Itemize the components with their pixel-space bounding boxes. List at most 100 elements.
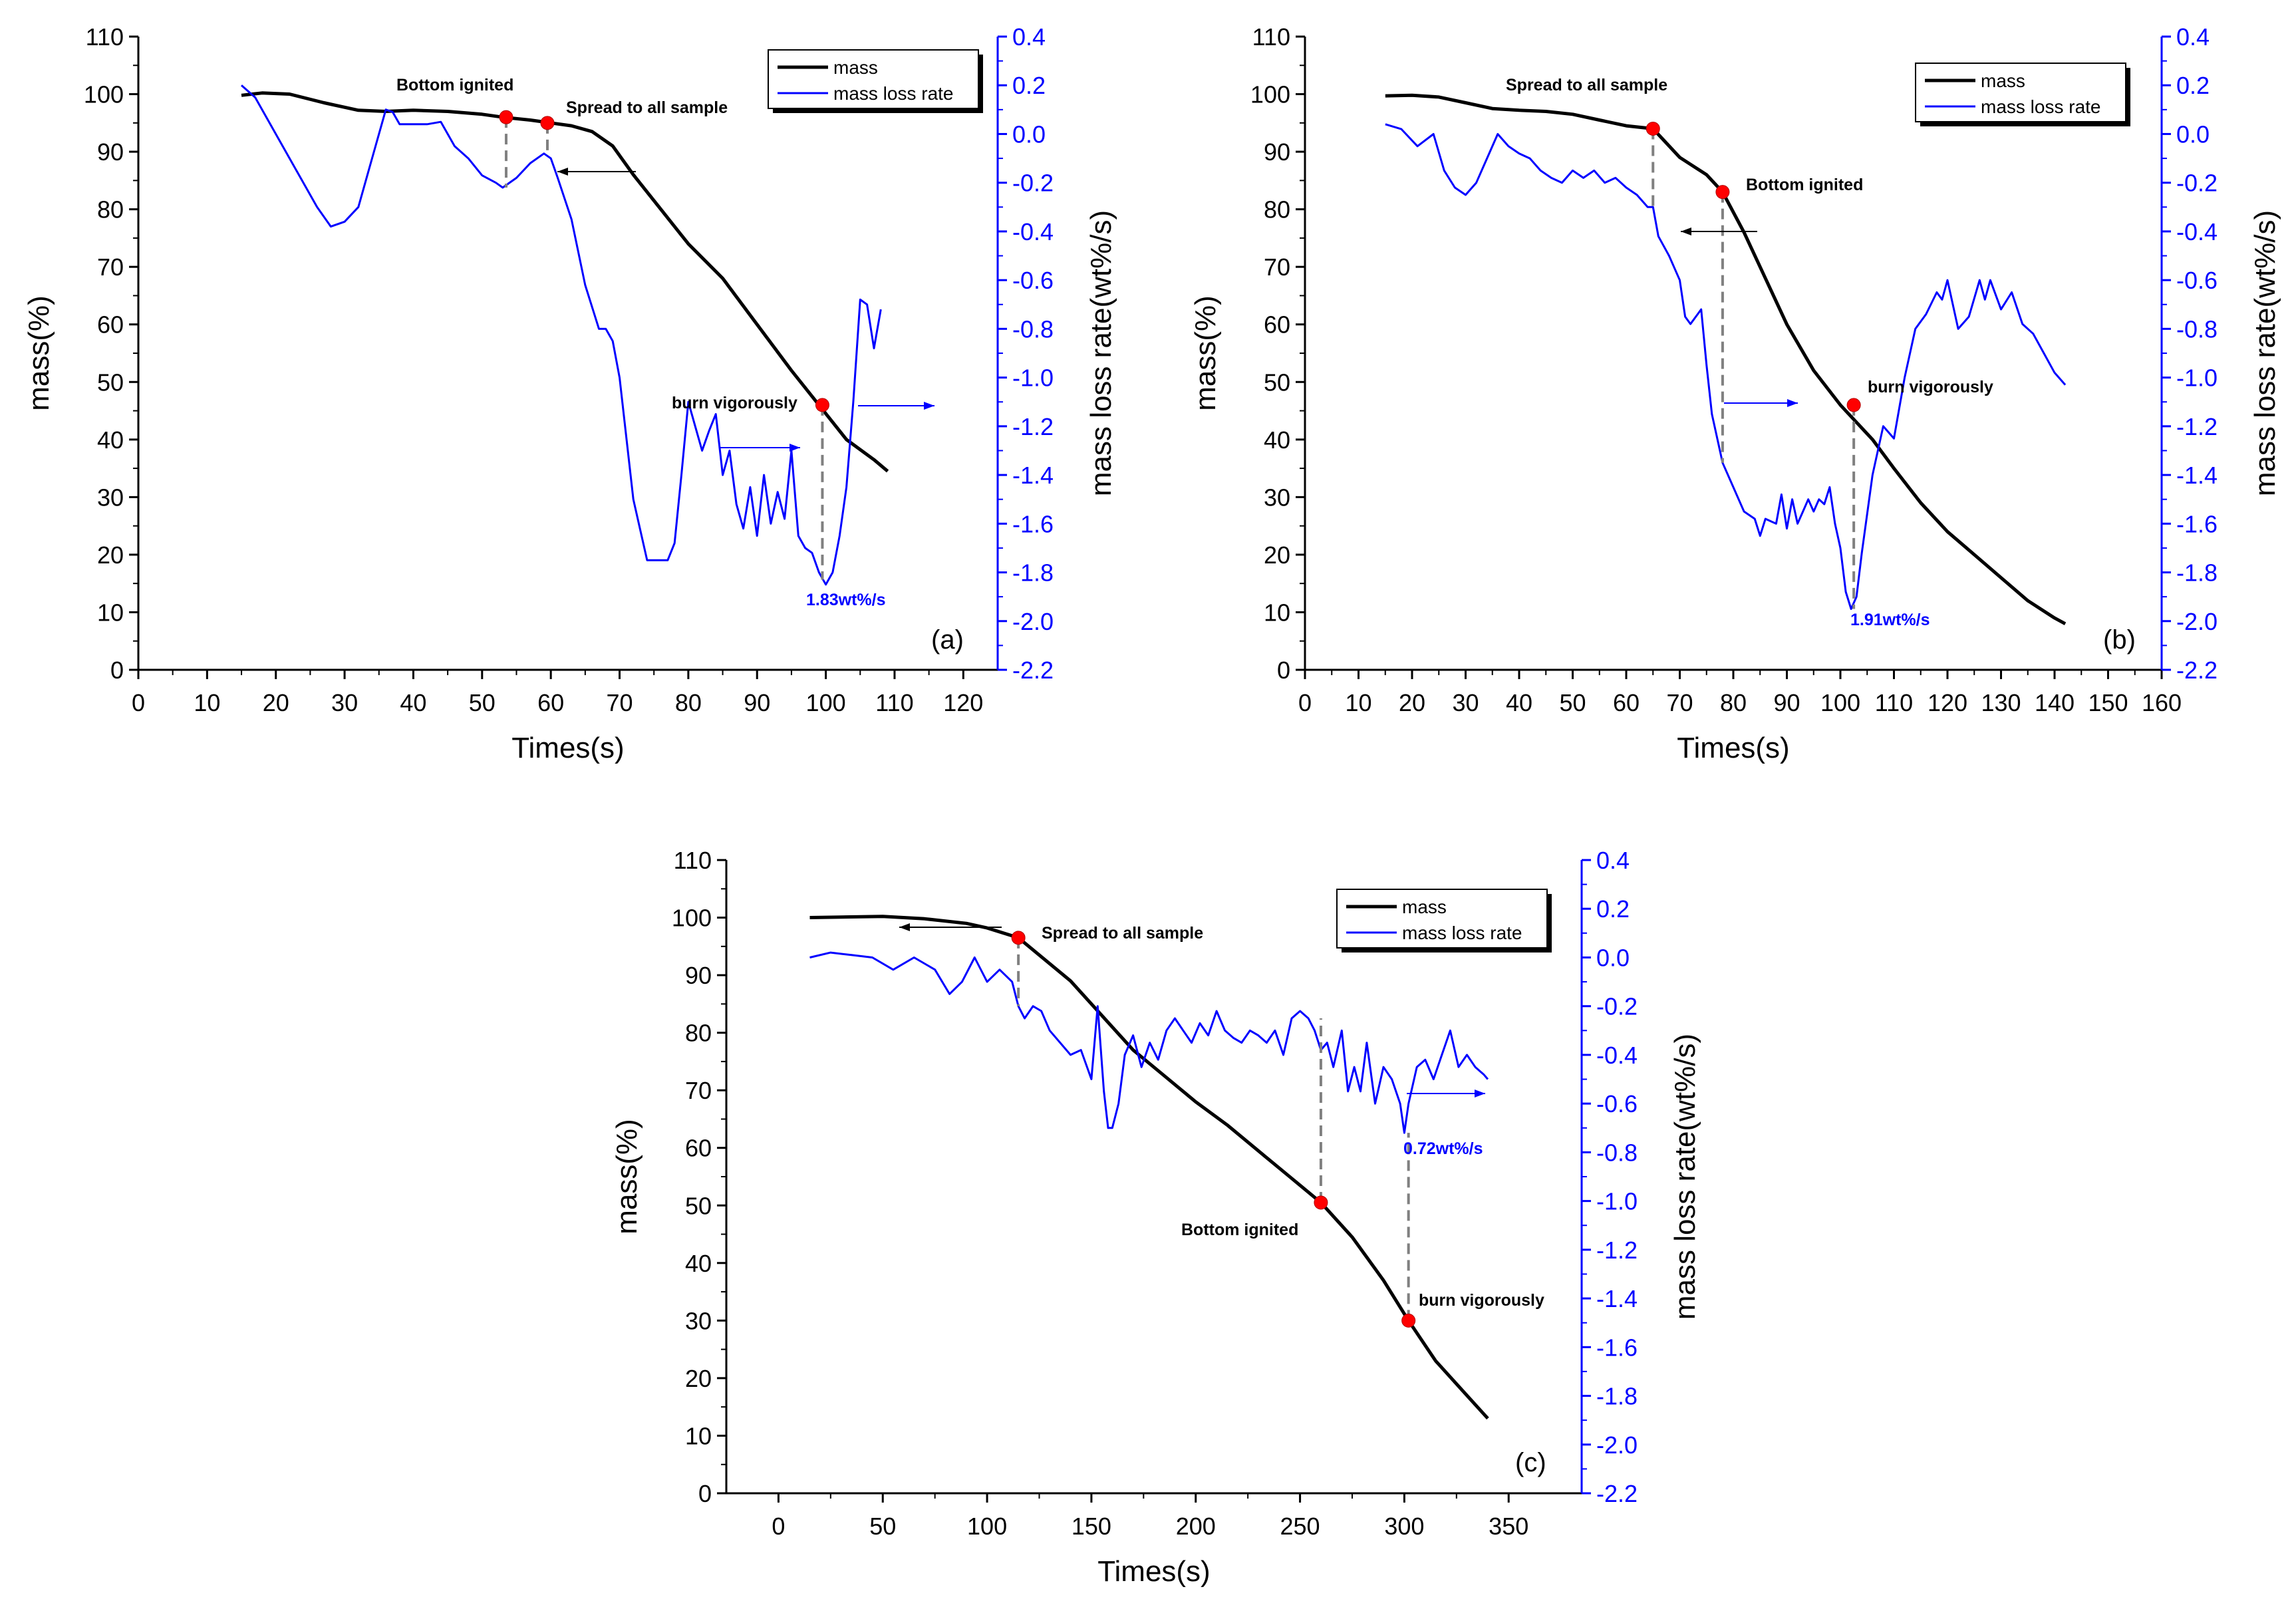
y2-tick-label: -2.0: [1596, 1431, 1638, 1459]
event-marker: [1401, 1313, 1416, 1328]
y-tick-label: 50: [685, 1192, 712, 1219]
x-tick-label: 50: [469, 689, 496, 716]
event-label: burn vigorously: [1868, 378, 1993, 396]
y-tick-label: 100: [1250, 81, 1290, 108]
x-tick-label: 130: [1981, 689, 2021, 716]
x-tick-label: 30: [331, 689, 358, 716]
arrow-head: [924, 402, 934, 410]
y2-tick-label: -1.0: [1012, 365, 1054, 392]
arrow-head: [1787, 399, 1798, 407]
event-marker: [1314, 1195, 1328, 1210]
mass-line: [1385, 93, 2067, 625]
event-label: burn vigorously: [672, 394, 797, 412]
y2-tick-label: -1.8: [1596, 1383, 1638, 1410]
y2-tick-label: 0.2: [1012, 72, 1046, 99]
x-tick-label: 40: [400, 689, 426, 716]
y-tick-label: 70: [1264, 253, 1290, 281]
mass-loss-rate-line: [1385, 123, 2067, 610]
arrow-head: [1475, 1090, 1485, 1098]
y2-tick-label: -1.2: [1596, 1237, 1638, 1264]
y2-tick-label: -1.0: [1596, 1188, 1638, 1215]
y-tick-label: 10: [97, 599, 124, 626]
y2-tick-label: -0.4: [1596, 1042, 1638, 1069]
legend-mass-label: mass: [833, 57, 878, 78]
event-marker: [1011, 931, 1026, 945]
y2-tick-label: -1.4: [1012, 462, 1054, 489]
y2-tick-label: 0.4: [1012, 23, 1046, 51]
legend-rate-label: mass loss rate: [1981, 96, 2101, 117]
y2-tick-label: -1.8: [1012, 559, 1054, 587]
x-tick-label: 30: [1452, 689, 1479, 716]
event-marker: [815, 398, 829, 412]
y2-tick-label: -0.2: [1596, 993, 1638, 1020]
peak-rate-label: 1.91wt%/s: [1850, 611, 1930, 629]
y-tick-label: 20: [97, 541, 124, 569]
x-tick-label: 110: [875, 689, 913, 716]
y-tick-label: 80: [685, 1020, 712, 1047]
y-tick-label: 30: [685, 1307, 712, 1334]
y-tick-label: 0: [1277, 657, 1290, 684]
x-tick-label: 0: [132, 689, 145, 716]
event-marker: [499, 110, 513, 124]
y-tick-label: 100: [84, 81, 124, 108]
x-tick-label: 100: [1820, 689, 1860, 716]
mass-loss-rate-line: [809, 951, 1489, 1134]
mass-loss-rate-line: [241, 84, 882, 586]
y2-axis-title: mass loss rate(wt%/s): [1669, 1034, 1701, 1320]
event-label: Spread to all sample: [1506, 76, 1667, 94]
x-tick-label: 20: [263, 689, 289, 716]
y-tick-label: 40: [97, 426, 124, 454]
y-tick-label: 110: [86, 23, 124, 51]
y2-tick-label: -0.2: [2176, 170, 2218, 197]
y2-tick-label: -1.6: [1012, 510, 1054, 537]
event-label: Bottom ignited: [1181, 1221, 1298, 1239]
x-axis-title: Times(s): [511, 732, 624, 764]
y-tick-label: 100: [672, 905, 712, 932]
arrow-head: [557, 168, 568, 176]
y-tick-label: 50: [97, 368, 124, 396]
y-tick-label: 90: [97, 138, 124, 166]
x-tick-label: 100: [806, 689, 846, 716]
x-tick-label: 300: [1384, 1513, 1424, 1540]
peak-rate-label: 1.83wt%/s: [806, 591, 886, 609]
event-label: Spread to all sample: [566, 98, 728, 117]
x-tick-label: 10: [194, 689, 220, 716]
event-marker: [1715, 185, 1730, 200]
legend-mass-label: mass: [1981, 71, 2025, 91]
arrow-head: [789, 444, 800, 452]
y-tick-label: 10: [685, 1422, 712, 1449]
legend-box: [1915, 63, 2126, 122]
x-tick-label: 110: [1875, 689, 1913, 716]
x-tick-label: 120: [943, 689, 983, 716]
y-tick-label: 110: [1252, 23, 1290, 51]
y-tick-label: 30: [97, 484, 124, 511]
x-tick-label: 200: [1176, 1513, 1216, 1540]
y2-axis-title: mass loss rate(wt%/s): [2249, 210, 2281, 496]
y-tick-label: 80: [97, 196, 124, 223]
y2-tick-label: -0.6: [1596, 1090, 1638, 1117]
x-tick-label: 50: [869, 1513, 896, 1540]
mass-line: [809, 915, 1489, 1420]
y2-tick-label: -0.6: [1012, 267, 1054, 294]
x-tick-label: 60: [1613, 689, 1640, 716]
y2-tick-label: -0.2: [1012, 170, 1054, 197]
y-tick-label: 70: [97, 253, 124, 281]
y2-tick-label: -2.0: [2176, 608, 2218, 635]
legend-box: [1336, 889, 1548, 949]
y2-tick-label: -1.0: [2176, 365, 2218, 392]
x-tick-label: 150: [2088, 689, 2128, 716]
y-tick-label: 10: [1264, 599, 1290, 626]
x-tick-label: 100: [967, 1513, 1007, 1540]
y-axis-title: mass(%): [1189, 295, 1222, 411]
y-tick-label: 80: [1264, 196, 1290, 223]
arrow-head: [899, 923, 910, 931]
y-tick-label: 70: [685, 1077, 712, 1104]
x-tick-label: 150: [1072, 1513, 1111, 1540]
y2-tick-label: -0.8: [2176, 315, 2218, 343]
y2-tick-label: -2.2: [1012, 657, 1054, 684]
event-marker: [1846, 398, 1861, 412]
y-axis-title: mass(%): [23, 295, 55, 411]
x-tick-label: 80: [675, 689, 702, 716]
y2-tick-label: -0.6: [2176, 267, 2218, 294]
x-tick-label: 120: [1928, 689, 1967, 716]
